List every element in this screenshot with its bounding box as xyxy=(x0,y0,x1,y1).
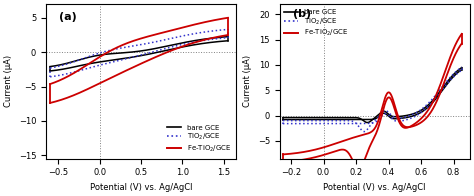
X-axis label: Potential (V) vs. Ag/AgCl: Potential (V) vs. Ag/AgCl xyxy=(90,183,192,192)
Y-axis label: Current (μA): Current (μA) xyxy=(243,55,252,107)
Legend: bare GCE, TiO$_2$/GCE, Fe-TiO$_2$/GCE: bare GCE, TiO$_2$/GCE, Fe-TiO$_2$/GCE xyxy=(166,123,233,155)
X-axis label: Potential (V) vs. Ag/AgCl: Potential (V) vs. Ag/AgCl xyxy=(323,183,426,192)
Legend: bare GCE, TiO$_2$/GCE, Fe-TiO$_2$/GCE: bare GCE, TiO$_2$/GCE, Fe-TiO$_2$/GCE xyxy=(283,8,350,40)
Text: (a): (a) xyxy=(59,12,77,22)
Text: (b): (b) xyxy=(293,9,311,19)
Y-axis label: Current (μA): Current (μA) xyxy=(4,55,13,107)
